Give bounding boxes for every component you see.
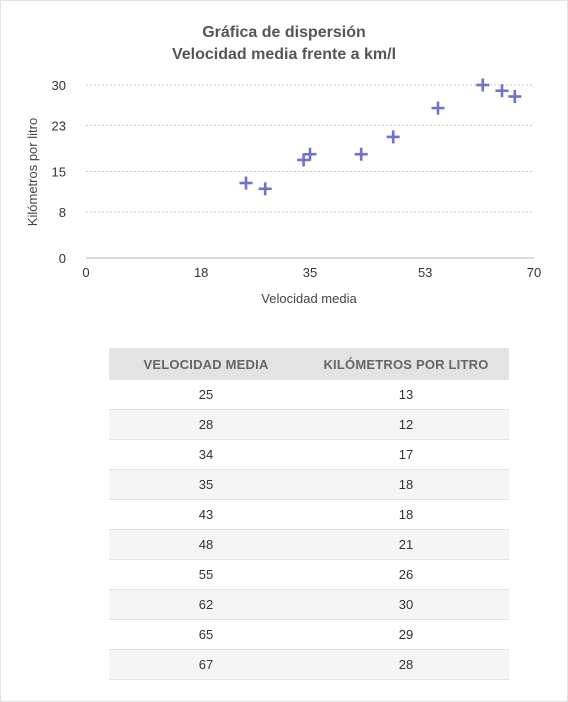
cell-kmpl: 26 [303,559,509,590]
data-point [354,147,368,161]
y-tick-label: 0 [59,251,66,266]
x-tick-label: 70 [527,265,541,280]
data-points [239,78,522,196]
cell-speed: 25 [109,380,303,410]
data-table-wrapper: VELOCIDAD MEDIA KILÓMETROS POR LITRO 25 1… [109,348,509,680]
cell-speed: 55 [109,559,303,590]
y-tick-label: 8 [59,205,66,220]
table-row: 65 29 [109,619,509,650]
cell-kmpl: 17 [303,439,509,470]
table-body: 25 13 28 12 34 17 35 18 43 18 48 21 55 26 62 30 65 29 67 28 [109,380,509,680]
y-tick-label: 23 [52,118,66,133]
x-tick-label: 35 [303,265,317,280]
column-header-speed: VELOCIDAD MEDIA [109,348,303,380]
x-axis-label: Velocidad media [261,291,357,306]
x-tick-label: 18 [194,265,208,280]
data-point [495,84,509,98]
scatter-chart: 0 8 15 23 30 0 18 35 53 70 Velocidad media Kilóm… [25,78,541,306]
table-row: 62 30 [109,589,509,620]
table-row: 34 17 [109,439,509,470]
chart-title: Gráfica de dispersión [202,24,366,41]
x-tick-label: 0 [82,265,89,280]
data-point [258,182,272,196]
x-tick-labels: 0 18 35 53 70 [82,265,541,280]
cell-kmpl: 21 [303,529,509,560]
data-table: VELOCIDAD MEDIA KILÓMETROS POR LITRO 25 1… [109,348,509,680]
cell-speed: 28 [109,409,303,440]
cell-speed: 62 [109,589,303,620]
y-tick-label: 15 [52,165,66,180]
data-point [431,101,445,115]
cell-speed: 67 [109,649,303,680]
table-row: 25 13 [109,380,509,410]
table-row: 35 18 [109,469,509,500]
x-tick-label: 53 [418,265,432,280]
cell-kmpl: 30 [303,589,509,620]
cell-speed: 34 [109,439,303,470]
cell-speed: 48 [109,529,303,560]
cell-speed: 43 [109,499,303,530]
table-row: 28 12 [109,409,509,440]
cell-kmpl: 18 [303,499,509,530]
data-point [239,176,253,190]
table-row: 48 21 [109,529,509,560]
table-row: 55 26 [109,559,509,590]
cell-kmpl: 28 [303,649,509,680]
grid-lines [86,84,534,259]
chart-subtitle: Velocidad media frente a km/l [171,46,397,63]
table-row: 67 28 [109,649,509,680]
data-point [386,130,400,144]
table-row: 43 18 [109,499,509,530]
cell-kmpl: 12 [303,409,509,440]
data-point [297,153,311,167]
cell-kmpl: 29 [303,619,509,650]
data-point [476,78,490,92]
cell-kmpl: 13 [303,380,509,410]
y-tick-labels: 0 8 15 23 30 [52,78,66,266]
data-point [303,147,317,161]
y-tick-label: 30 [52,78,66,93]
data-point [508,90,522,104]
y-axis-label: Kilómetros por litro [25,118,40,226]
cell-speed: 65 [109,619,303,650]
cell-speed: 35 [109,469,303,500]
cell-kmpl: 18 [303,469,509,500]
column-header-kmpl: KILÓMETROS POR LITRO [303,348,509,380]
table-header-row: VELOCIDAD MEDIA KILÓMETROS POR LITRO [109,348,509,380]
